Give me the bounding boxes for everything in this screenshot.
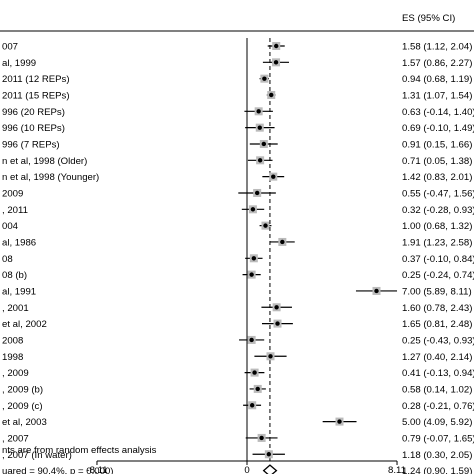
study-label: al, 1991 xyxy=(2,286,36,297)
point-estimate xyxy=(252,370,257,375)
study-label: 996 (7 REPs) xyxy=(2,139,60,150)
point-estimate xyxy=(250,207,256,212)
effect-size-ci: 0.41 (-0.13, 0.94) xyxy=(402,368,474,379)
effect-size-ci: 1.00 (0.68, 1.32) xyxy=(402,221,472,232)
effect-size-ci: 0.79 (-0.07, 1.65) xyxy=(402,433,474,444)
point-estimate xyxy=(262,76,267,81)
study-label: et al, 2002 xyxy=(2,319,47,330)
effect-size-ci: 0.69 (-0.10, 1.49) xyxy=(402,123,474,134)
study-label: 08 xyxy=(2,254,13,265)
effect-size-ci: 0.25 (-0.24, 0.74) xyxy=(402,270,474,281)
study-label: 996 (10 REPs) xyxy=(2,123,65,134)
pooled-diamond xyxy=(262,464,278,474)
point-estimate xyxy=(251,256,257,261)
overall-effect-size-ci: 1.24 (0.90, 1.59) xyxy=(402,466,472,474)
effect-size-ci: 0.25 (-0.43, 0.93) xyxy=(402,335,474,346)
point-estimate xyxy=(257,125,262,130)
point-estimate xyxy=(273,60,279,65)
study-label: 2008 xyxy=(2,335,23,346)
point-estimate xyxy=(256,109,261,114)
effect-size-ci: 0.94 (0.68, 1.19) xyxy=(402,74,472,85)
point-estimate xyxy=(374,288,379,294)
point-estimate xyxy=(255,386,260,392)
effect-size-ci: 0.91 (0.15, 1.66) xyxy=(402,139,472,150)
point-estimate xyxy=(261,141,267,147)
study-label: al, 1986 xyxy=(2,237,36,248)
study-label: 007 xyxy=(2,42,18,53)
x-tick-label: 8.11 xyxy=(388,465,406,474)
effect-size-ci: 0.32 (-0.28, 0.93) xyxy=(402,205,474,216)
effect-size-ci: 0.63 (-0.14, 1.40) xyxy=(402,107,474,118)
effect-size-ci: 7.00 (5.89, 8.11) xyxy=(402,286,472,297)
effect-size-ci: 1.27 (0.40, 2.14) xyxy=(402,352,472,363)
overall-label: uared = 90.4%, p = 0.000) xyxy=(2,466,113,474)
study-label: 996 (20 REPs) xyxy=(2,107,65,118)
effect-size-ci: 0.28 (-0.21, 0.76) xyxy=(402,401,474,412)
study-label: , 2009 xyxy=(2,368,29,379)
study-rows: 007 1.58 (1.12, 2.04) al, 1999 1.57 (0.86, … xyxy=(2,42,474,474)
study-label: , 2011 xyxy=(2,205,28,216)
point-estimate xyxy=(269,92,274,98)
point-estimate xyxy=(254,190,260,196)
study-label: , 2007 (In water) xyxy=(2,450,72,461)
study-label: 1998 xyxy=(2,352,23,363)
study-label: 2011 (12 REPs) xyxy=(2,74,70,85)
study-label: , 2007 xyxy=(2,433,29,444)
effect-size-ci: 1.31 (1.07, 1.54) xyxy=(402,90,472,101)
point-estimate xyxy=(257,158,263,163)
study-label: 004 xyxy=(2,221,19,232)
point-estimate xyxy=(249,337,254,343)
point-estimate xyxy=(249,403,255,408)
x-tick-label: 0 xyxy=(244,465,249,474)
x-tick-label: -8.11 xyxy=(86,465,107,474)
study-label: 2009 xyxy=(2,188,23,199)
study-label: , 2009 (c) xyxy=(2,401,43,412)
effect-size-ci: 0.71 (0.05, 1.38) xyxy=(402,156,472,167)
point-estimate xyxy=(268,354,273,359)
effect-size-ci: 1.91 (1.23, 2.58) xyxy=(402,237,472,248)
point-estimate xyxy=(266,452,272,457)
point-estimate xyxy=(337,419,342,424)
effect-size-ci: 5.00 (4.09, 5.92) xyxy=(402,417,472,428)
effect-size-ci: 1.57 (0.86, 2.27) xyxy=(402,58,472,69)
point-estimate xyxy=(249,272,254,277)
study-label: , 2001 xyxy=(2,303,29,314)
point-estimate xyxy=(274,305,279,310)
point-estimate xyxy=(275,321,280,326)
effect-size-ci: 0.55 (-0.47, 1.56) xyxy=(402,188,474,199)
study-label: 2011 (15 REPs) xyxy=(2,90,70,101)
effect-size-ci: 1.58 (1.12, 2.04) xyxy=(402,42,472,53)
es-ci-header: ES (95% CI) xyxy=(402,13,455,24)
effect-size-ci: 1.18 (0.30, 2.05) xyxy=(402,450,472,461)
study-label: al, 1999 xyxy=(2,58,36,69)
study-label: , 2009 (b) xyxy=(2,384,43,395)
point-estimate xyxy=(259,435,264,441)
effect-size-ci: 1.42 (0.83, 2.01) xyxy=(402,172,472,183)
effect-size-ci: 1.60 (0.78, 2.43) xyxy=(402,303,472,314)
footnote: nts are from random effects analysis xyxy=(2,445,157,456)
study-label: n et al, 1998 (Older) xyxy=(2,156,87,167)
study-label: et al, 2003 xyxy=(2,417,47,428)
effect-size-ci: 1.65 (0.81, 2.48) xyxy=(402,319,472,330)
point-estimate xyxy=(271,174,276,179)
effect-size-ci: 0.37 (-0.10, 0.84) xyxy=(402,254,474,265)
study-label: 08 (b) xyxy=(2,270,27,281)
point-estimate xyxy=(263,223,268,228)
point-estimate xyxy=(274,43,279,49)
point-estimate xyxy=(280,239,285,245)
plot-frame: -8.11 0 8.11 xyxy=(0,30,474,474)
study-label: n et al, 1998 (Younger) xyxy=(2,172,99,183)
effect-size-ci: 0.58 (0.14, 1.02) xyxy=(402,384,472,395)
